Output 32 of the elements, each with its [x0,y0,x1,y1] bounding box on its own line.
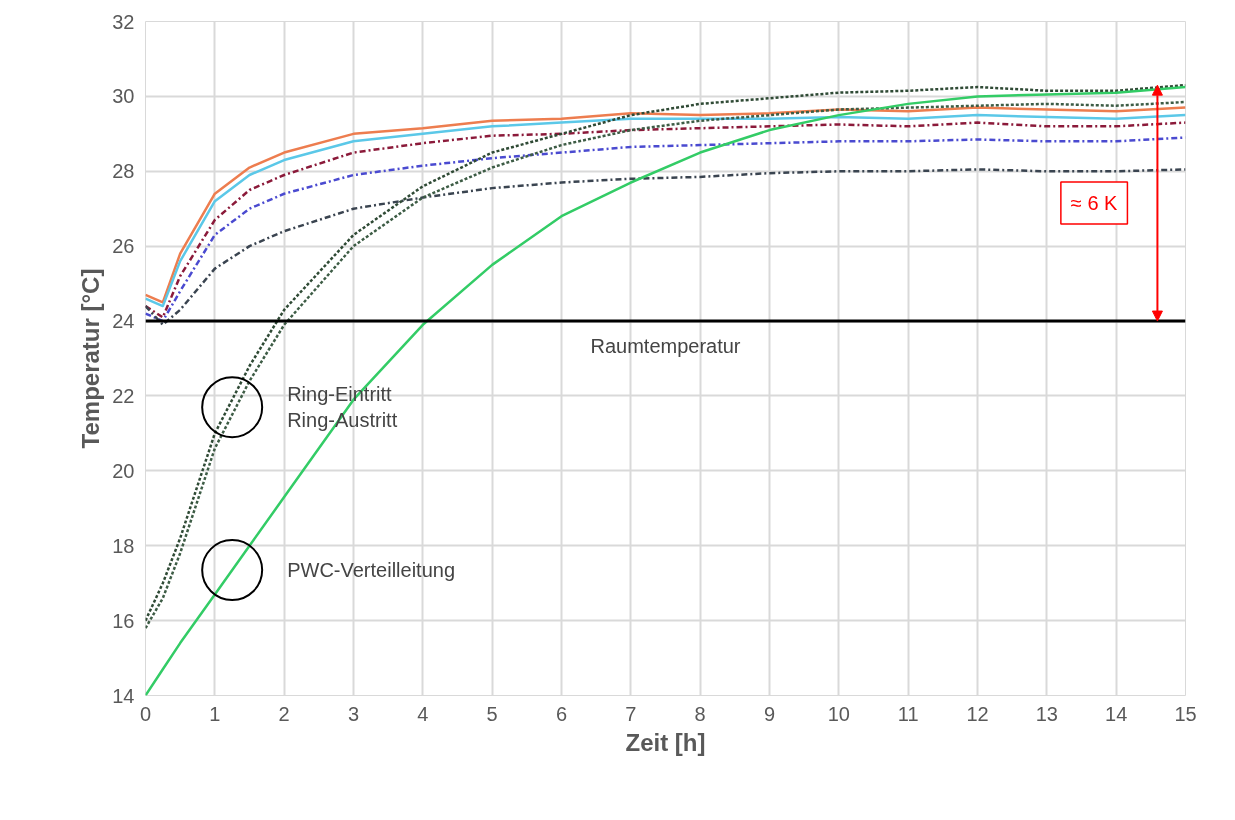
x-tick-label: 11 [897,702,919,725]
x-tick-label: 3 [347,702,360,725]
x-tick-label: 6 [555,702,568,725]
y-tick-label: 14 [112,684,135,707]
x-tick-label: 5 [486,702,498,725]
x-tick-label: 4 [417,702,429,725]
x-tick-label: 8 [694,702,706,725]
annotation: PWC-Verteilleitung [287,559,456,582]
y-axis-title: Temperatur [°C] [77,268,105,449]
x-tick-label: 2 [278,702,290,725]
y-tick-label: 30 [112,85,135,108]
y-tick-label: 18 [112,534,135,557]
x-tick-label: 10 [827,702,850,725]
x-tick-label: 12 [966,702,989,725]
y-tick-label: 26 [112,235,135,258]
y-tick-label: 32 [112,10,135,33]
x-tick-label: 0 [139,702,152,725]
x-tick-label: 7 [625,702,637,725]
x-tick-label: 15 [1174,702,1197,725]
y-tick-label: 22 [112,384,135,407]
x-axis-title: Zeit [h] [625,728,706,756]
y-tick-label: 28 [112,160,135,183]
x-tick-label: 13 [1035,702,1058,725]
x-tick-label: 14 [1105,702,1128,725]
ref-line-label: Raumtemperatur [590,335,741,358]
line-series [145,168,1186,327]
x-tick-label: 1 [209,702,221,725]
y-tick-label: 16 [112,609,135,632]
y-tick-label: 24 [112,310,135,333]
annotation: ≈ 6 K [1070,192,1119,215]
y-tick-label: 20 [112,459,135,482]
x-tick-label: 9 [763,702,776,725]
